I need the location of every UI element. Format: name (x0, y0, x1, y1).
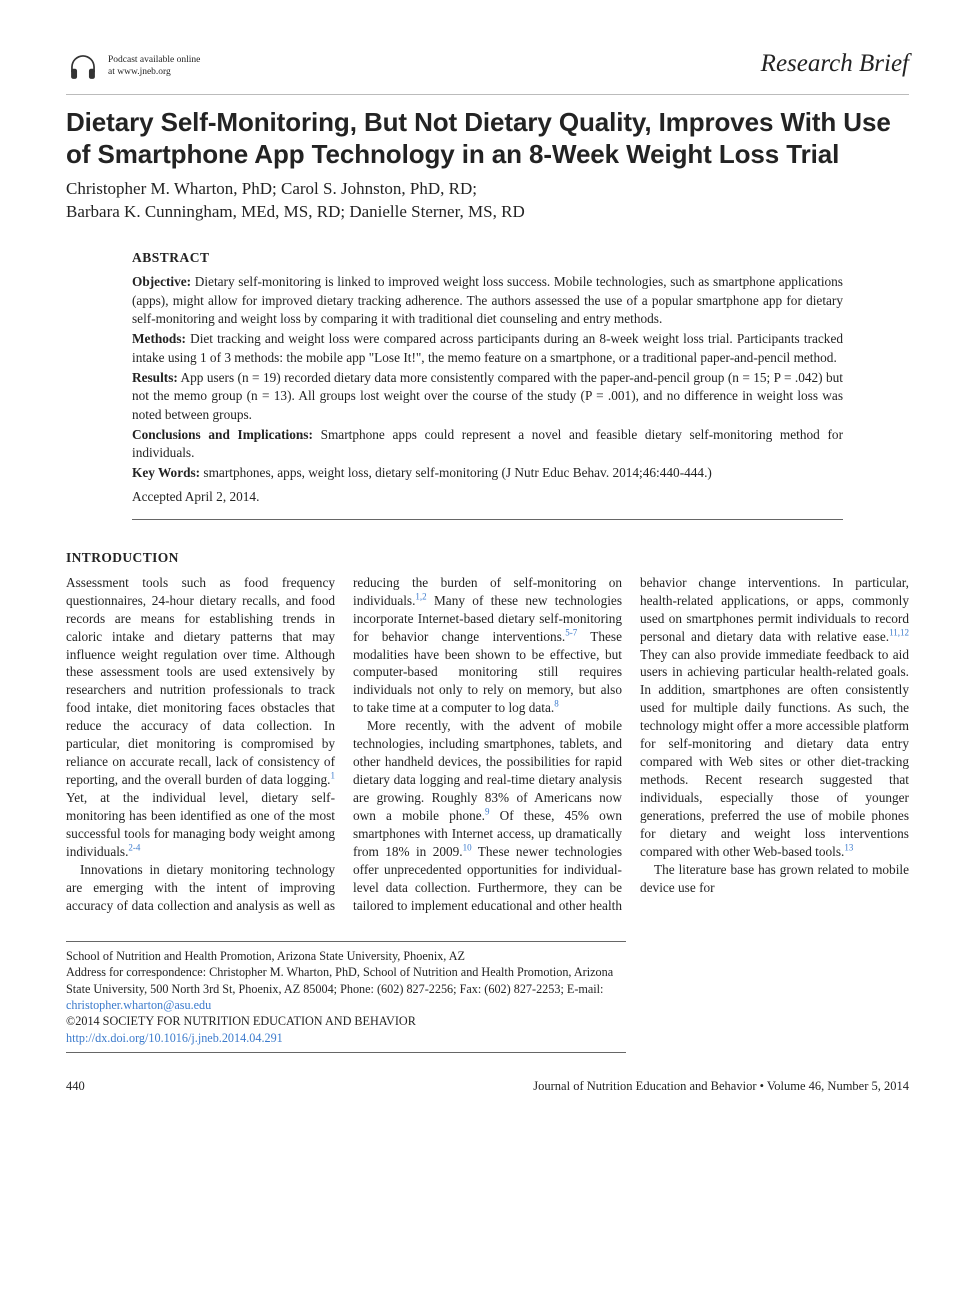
journal-citation: Journal of Nutrition Education and Behav… (533, 1079, 909, 1094)
abstract-label: Objective: (132, 274, 191, 289)
abstract-label: Results: (132, 370, 178, 385)
accepted-date: Accepted April 2, 2014. (132, 489, 843, 505)
page-number: 440 (66, 1079, 85, 1094)
doi-link[interactable]: http://dx.doi.org/10.1016/j.jneb.2014.04… (66, 1031, 283, 1045)
divider (132, 519, 843, 520)
citation-link[interactable]: 1,2 (415, 591, 426, 601)
abstract-text: Diet tracking and weight loss were compa… (132, 331, 843, 364)
copyright: ©2014 SOCIETY FOR NUTRITION EDUCATION AN… (66, 1013, 626, 1029)
abstract-objective: Objective: Dietary self-monitoring is li… (132, 273, 843, 328)
abstract-text: Dietary self-monitoring is linked to imp… (132, 274, 843, 326)
abstract-label: Conclusions and Implications: (132, 427, 313, 442)
abstract-text: smartphones, apps, weight loss, dietary … (200, 465, 712, 480)
abstract-text: App users (n = 19) recorded dietary data… (132, 370, 843, 422)
citation-link[interactable]: 13 (844, 842, 853, 852)
divider (66, 941, 626, 942)
citation-link[interactable]: 2-4 (128, 842, 140, 852)
body-paragraph: The literature base has grown related to… (640, 861, 909, 897)
abstract-block: ABSTRACT Objective: Dietary self-monitor… (132, 250, 843, 519)
citation-link[interactable]: 5-7 (565, 627, 577, 637)
abstract-results: Results: App users (n = 19) recorded die… (132, 369, 843, 424)
correspondence: Address for correspondence: Christopher … (66, 964, 626, 1013)
abstract-keywords: Key Words: smartphones, apps, weight los… (132, 465, 843, 481)
author-list: Christopher M. Wharton, PhD; Carol S. Jo… (66, 178, 909, 224)
correspondence-block: School of Nutrition and Health Promotion… (66, 941, 909, 1054)
authors-line: Christopher M. Wharton, PhD; Carol S. Jo… (66, 178, 909, 201)
headphones-icon (66, 50, 100, 84)
body-columns: Assessment tools such as food frequency … (66, 574, 909, 915)
email-link[interactable]: christopher.wharton@asu.edu (66, 998, 211, 1012)
abstract-heading: ABSTRACT (132, 250, 843, 266)
abstract-conclusions: Conclusions and Implications: Smartphone… (132, 426, 843, 463)
podcast-line1: Podcast available online (108, 55, 200, 67)
citation-link[interactable]: 10 (463, 842, 472, 852)
abstract-methods: Methods: Diet tracking and weight loss w… (132, 330, 843, 367)
running-footer: 440 Journal of Nutrition Education and B… (66, 1079, 909, 1094)
abstract-label: Key Words: (132, 465, 200, 480)
authors-line: Barbara K. Cunningham, MEd, MS, RD; Dani… (66, 201, 909, 224)
abstract-label: Methods: (132, 331, 186, 346)
intro-heading: INTRODUCTION (66, 550, 909, 566)
divider (66, 94, 909, 95)
section-label: Research Brief (761, 50, 909, 78)
body-paragraph: Assessment tools such as food frequency … (66, 574, 335, 861)
affiliation: School of Nutrition and Health Promotion… (66, 948, 626, 964)
citation-link[interactable]: 1 (331, 771, 336, 781)
podcast-badge: Podcast available online at www.jneb.org (66, 50, 200, 84)
citation-link[interactable]: 8 (554, 699, 559, 709)
divider (66, 1052, 626, 1053)
podcast-line2: at www.jneb.org (108, 67, 200, 79)
article-title: Dietary Self-Monitoring, But Not Dietary… (66, 107, 909, 170)
citation-link[interactable]: 11,12 (889, 627, 909, 637)
